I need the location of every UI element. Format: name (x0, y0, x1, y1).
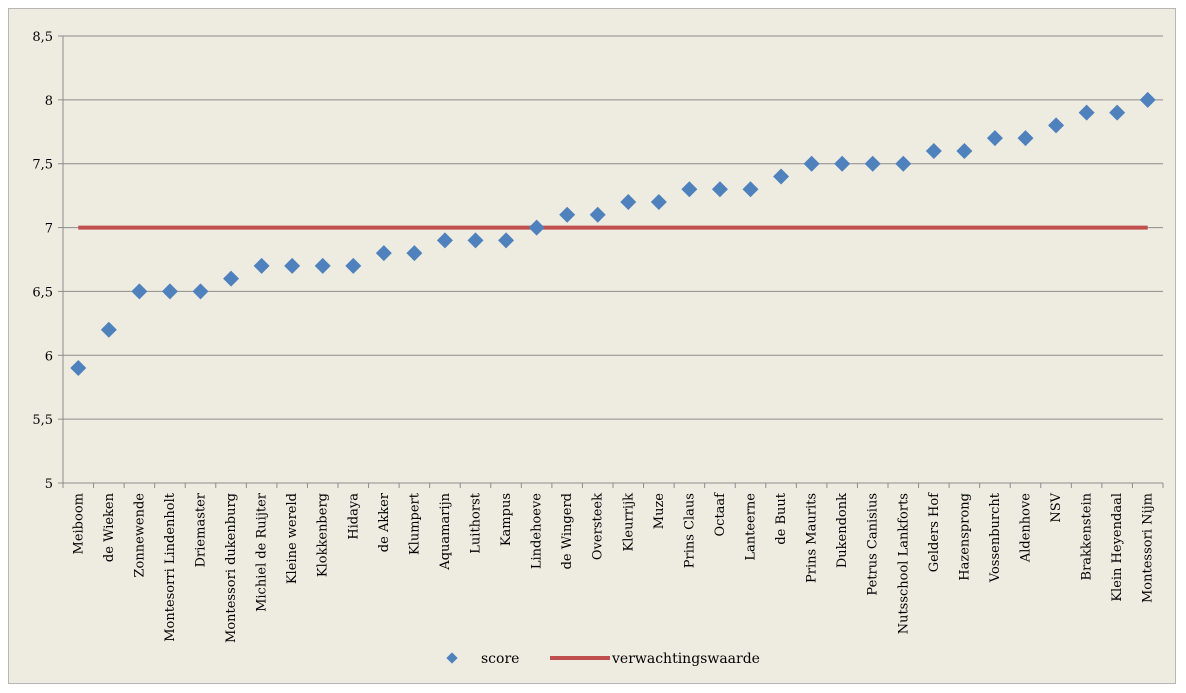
x-tick-label: Brakkenstein (1080, 492, 1095, 580)
score-point (467, 232, 484, 249)
x-tick-label: Hidaya (346, 493, 361, 540)
score-point (375, 245, 392, 262)
score-point (284, 257, 301, 274)
x-tick-label: Lindehoeve (530, 493, 545, 569)
legend-score-marker (446, 652, 458, 664)
x-tick-label: de Buut (774, 492, 789, 544)
x-tick-label: Montessori dukenburg (224, 493, 239, 643)
x-tick-label: de Wieken (102, 492, 117, 562)
x-tick-label: Hazensprong (957, 493, 972, 581)
score-point (253, 257, 270, 274)
score-point (986, 130, 1003, 147)
x-tick-label: Muze (652, 493, 667, 530)
score-point (1078, 104, 1095, 121)
x-tick-label: Oversteek (591, 493, 606, 560)
y-tick-label: 8,5 (32, 30, 53, 45)
score-point (925, 142, 942, 159)
x-tick-label: Luithorst (469, 492, 484, 553)
chart-frame (8, 8, 1176, 684)
x-tick-label: Prins Maurits (805, 493, 820, 583)
score-point (773, 168, 790, 185)
score-point (711, 181, 728, 198)
score-point (620, 194, 637, 211)
legend-expected-label: verwachtingswaarde (611, 651, 760, 667)
x-tick-label: Zonnewende (132, 493, 147, 578)
score-point (314, 257, 331, 274)
legend-score-label: score (481, 651, 519, 667)
score-point (70, 360, 87, 377)
score-point (559, 206, 576, 223)
x-tick-label: Gelders Hof (927, 492, 942, 572)
x-tick-label: Petrus Canisius (866, 493, 881, 596)
score-point (1139, 91, 1156, 108)
x-tick-label: Driemaster (194, 492, 209, 567)
score-point (742, 181, 759, 198)
score-point (100, 321, 117, 338)
score-point (192, 283, 209, 300)
score-point (1048, 117, 1065, 134)
x-tick-label: Prins Claus (682, 493, 697, 568)
score-point (803, 155, 820, 172)
score-point (498, 232, 515, 249)
x-tick-label: Michiel de Ruijter (255, 492, 270, 612)
y-tick-label: 5,5 (32, 413, 53, 428)
score-point (834, 155, 851, 172)
score-point (864, 155, 881, 172)
legend: score verwachtingswaarde (446, 651, 760, 667)
x-tick-label: Klein Heyendaal (1110, 493, 1125, 602)
series (70, 91, 1156, 377)
axes: 5 5,5 6 6,5 7 7,5 8 8,5 Meiboom de Wieken Zonnewen… (32, 30, 1164, 643)
score-point (223, 270, 240, 287)
score-point (406, 245, 423, 262)
x-tick-label: de Akker (377, 492, 392, 552)
gridlines (63, 35, 1163, 420)
score-point (1109, 104, 1126, 121)
x-tick-label: Klumpert (407, 492, 422, 555)
x-tick-label: Octaaf (713, 492, 728, 537)
y-tick-label: 5 (45, 477, 53, 492)
x-tick-label: de Wingerd (560, 493, 575, 569)
score-point (436, 232, 453, 249)
x-tick-label: Montessori Nijm (1141, 493, 1156, 603)
x-tick-label: Kleurrijk (621, 493, 636, 552)
score-point (528, 219, 545, 236)
x-tick-label: Kampus (499, 493, 514, 546)
score-point (589, 206, 606, 223)
score-point (161, 283, 178, 300)
y-tick-label: 6 (45, 349, 53, 364)
y-tick-label: 6,5 (32, 285, 53, 300)
score-point (956, 142, 973, 159)
score-point (1017, 130, 1034, 147)
x-tick-label: Meiboom (71, 493, 86, 554)
y-tick-label: 8 (45, 94, 53, 109)
x-tick-label: Aldenhove (1019, 493, 1034, 563)
x-tick-label: Nutsschool Lankforts (896, 493, 911, 634)
x-tick-label: Aquamarijn (438, 492, 453, 570)
x-tick-label: NSV (1049, 492, 1064, 522)
x-tick-label: Klokkenberg (316, 493, 331, 577)
score-point (681, 181, 698, 198)
score-point (131, 283, 148, 300)
score-point (650, 194, 667, 211)
score-point (345, 257, 362, 274)
y-tick-label: 7,5 (32, 158, 53, 173)
score-point (895, 155, 912, 172)
x-tick-label: Dukendonk (835, 493, 850, 568)
x-tick-label: Montesorri Lindenholt (163, 492, 178, 642)
x-tick-label: Lanteerne (744, 493, 759, 561)
x-tick-label: Kleine wereld (285, 493, 300, 584)
y-tick-label: 7 (45, 222, 53, 237)
x-tick-label: Vossenburcht (988, 492, 1003, 583)
